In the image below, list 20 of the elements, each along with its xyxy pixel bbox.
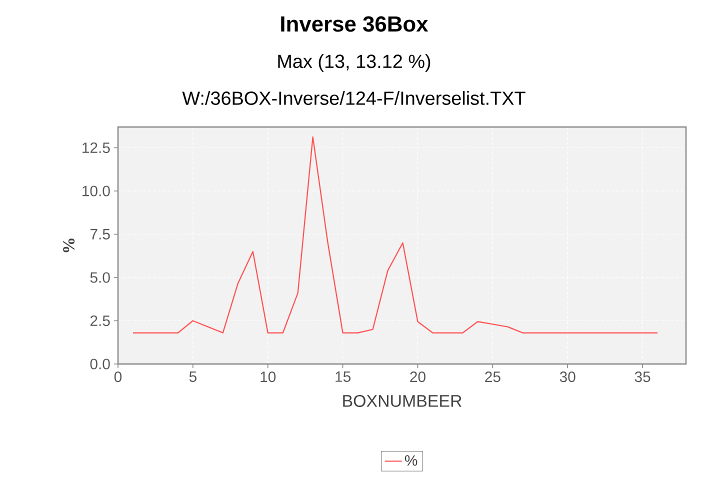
y-tick-label: 5.0 [90, 272, 110, 283]
chart-subtitle: Max (13, 13.12 %) [278, 54, 430, 72]
x-tick-label: 0 [114, 372, 122, 382]
text: W:/36BOX-Inverse/124-F/Inverselist.TXT [182, 91, 526, 105]
x-tick-label: 30 [560, 372, 576, 382]
y-tick-label: 0.0 [90, 358, 110, 370]
y-tick-label: 10.0 [82, 186, 110, 196]
y-tick-label: 12.5 [82, 142, 110, 154]
x-tick-label: 20 [410, 372, 426, 382]
x-axis-title: BOXNUMBEER [343, 394, 462, 407]
y-axis-title: % [63, 238, 75, 252]
y-tick-label: 2.5 [90, 315, 110, 326]
x-tick-label: 15 [336, 372, 350, 382]
x-tick-label: 25 [485, 372, 500, 382]
legend-label: % [404, 455, 418, 466]
chart-title: Inverse 36Box [281, 16, 428, 32]
x-tick-label: 35 [634, 372, 650, 382]
x-tick-label: 10 [260, 372, 276, 382]
x-tick-label: 5 [189, 372, 196, 382]
y-tick-label: 7.5 [90, 229, 110, 240]
